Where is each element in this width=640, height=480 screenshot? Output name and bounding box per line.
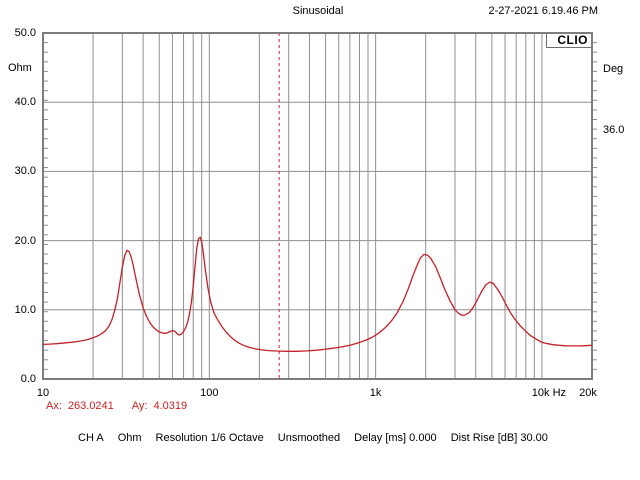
impedance-curve: [42, 236, 593, 352]
x-tick-label: 10: [36, 387, 50, 399]
y-right-axis-unit: Deg: [603, 63, 624, 75]
cursor-ax-value: 263.0241: [67, 400, 114, 412]
cursor-ay-label: Ay:: [131, 400, 148, 412]
status-segment: Dist Rise [dB] 30.00: [450, 432, 548, 444]
status-segment: Resolution 1/6 Octave: [155, 432, 264, 444]
status-segment: Delay [ms] 0.000: [354, 432, 437, 444]
cursor-ay-value: 4.0319: [153, 400, 188, 412]
x-tick-label: 1k: [369, 387, 382, 399]
status-segment: Ohm: [117, 432, 142, 444]
clio-logo: CLIO: [546, 34, 591, 48]
y-left-tick-label: 10.0: [14, 303, 36, 316]
y-left-tick-label: 20.0: [14, 234, 36, 247]
y-left-axis-unit: Ohm: [8, 62, 32, 74]
y-left-tick-label: 40.0: [14, 96, 36, 109]
x-tick-label: 20k: [579, 387, 597, 399]
y-left-tick-label: 50.0: [14, 27, 36, 39]
status-segment: Unsmoothed: [277, 432, 341, 444]
y-left-tick-label: 30.0: [14, 165, 36, 178]
status-segment: CH A: [78, 432, 104, 444]
x-tick-label: 100: [200, 387, 219, 399]
y-left-tick-label: 0.0: [20, 373, 36, 385]
y-right-tick-label: 36.0: [603, 123, 625, 136]
measurement-title: Sinusoidal: [292, 5, 344, 17]
cursor-readout: Ax: 263.0241 Ay: 4.0319: [46, 400, 193, 412]
x-tick-label: 10k Hz: [531, 387, 567, 399]
cursor-ax-label: Ax:: [46, 400, 62, 412]
measurement-datetime: 2-27-2021 6.19.46 PM: [488, 5, 598, 17]
plot-border: [42, 32, 593, 380]
status-bar: CH A Ohm Resolution 1/6 Octave Unsmoothed De…: [78, 432, 562, 444]
